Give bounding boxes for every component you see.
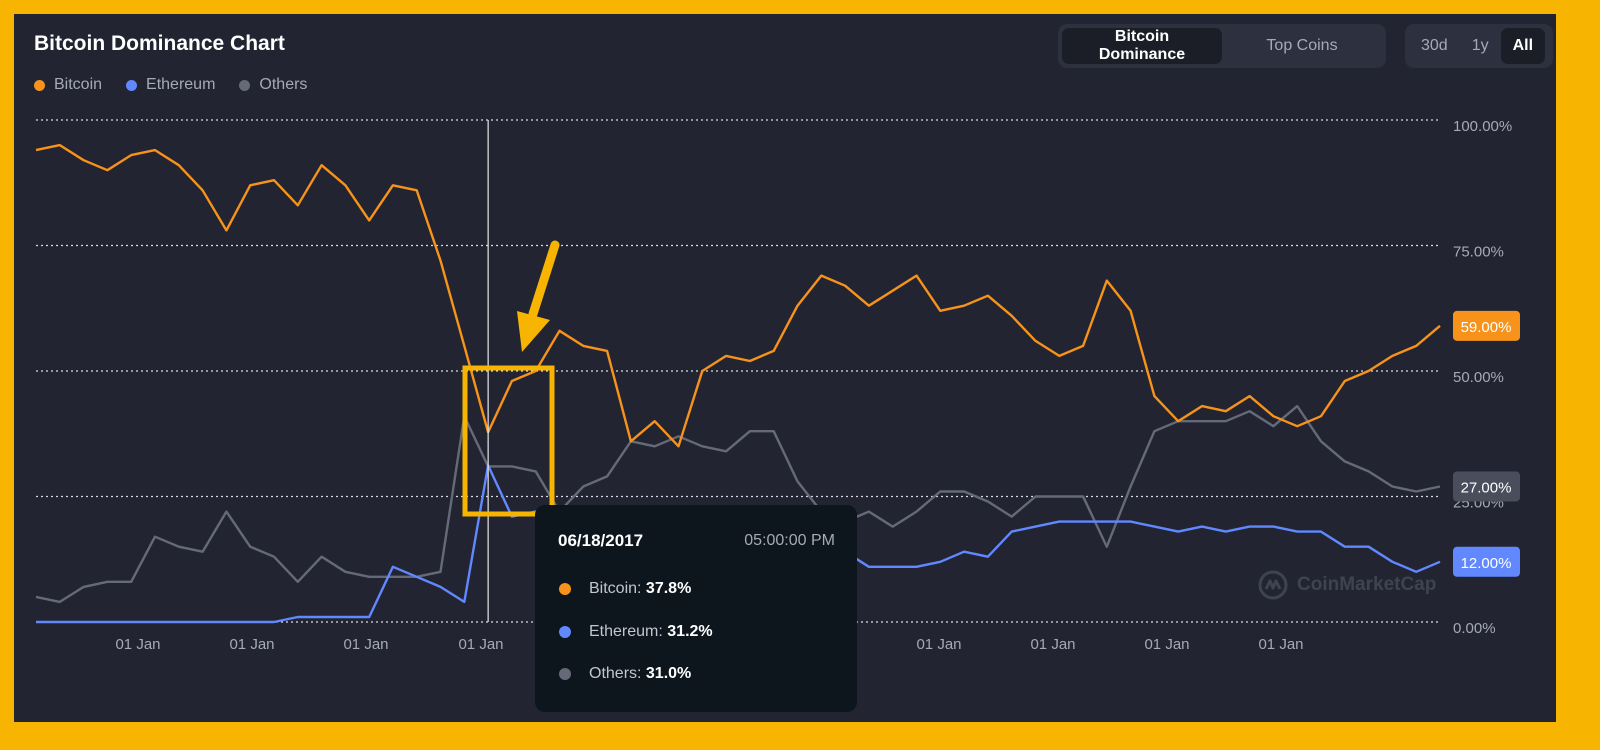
legend-dot-bitcoin — [34, 79, 45, 91]
x-tick-label: 01 Jan — [1258, 636, 1303, 653]
tab-top-coins[interactable]: Top Coins — [1222, 28, 1382, 64]
legend-label-ethereum: Ethereum — [146, 76, 216, 93]
legend-item-others[interactable]: Others — [239, 76, 307, 94]
coinmarketcap-logo-icon — [1258, 570, 1288, 600]
current-value-label: 27.00% — [1461, 479, 1512, 496]
time-range-toggle: 30d 1y All — [1405, 24, 1553, 68]
y-tick-label: 0.00% — [1453, 620, 1496, 637]
legend-item-bitcoin[interactable]: Bitcoin — [34, 76, 102, 94]
annotation-arrow-head — [517, 311, 550, 352]
y-tick-label: 50.00% — [1453, 369, 1504, 386]
x-tick-label: 01 Jan — [1030, 636, 1075, 653]
tooltip-dot-bitcoin — [559, 583, 571, 595]
annotation-arrow-shaft — [528, 240, 560, 319]
tooltip-row-ethereum: Ethereum: 31.2% — [559, 623, 713, 641]
y-tick-label: 75.00% — [1453, 244, 1504, 261]
x-tick-label: 01 Jan — [229, 636, 274, 653]
tooltip-dot-ethereum — [559, 626, 571, 638]
x-tick-label: 01 Jan — [343, 636, 388, 653]
current-value-badge — [1453, 310, 1520, 341]
legend-label-bitcoin: Bitcoin — [54, 76, 103, 93]
legend-item-ethereum[interactable]: Ethereum — [126, 76, 215, 94]
legend-label-others: Others — [259, 76, 308, 93]
chart-legend: Bitcoin Ethereum Others — [34, 76, 307, 94]
x-tick-label: 01 Jan — [916, 636, 961, 653]
tooltip-label-bitcoin: Bitcoin — [589, 580, 638, 597]
coinmarketcap-watermark: CoinMarketCap — [1257, 569, 1436, 601]
series-line-others — [35, 404, 1441, 604]
tab-bitcoin-dominance[interactable]: Bitcoin Dominance — [1062, 28, 1222, 64]
chart-type-toggle: Bitcoin Dominance Top Coins — [1058, 24, 1386, 68]
tooltip-value-bitcoin: 37.8% — [645, 580, 692, 597]
current-value-label: 59.00% — [1461, 319, 1512, 336]
watermark-text: CoinMarketCap — [1297, 574, 1437, 595]
x-tick-label: 01 Jan — [1144, 636, 1189, 653]
tooltip-time: 05:00:00 PM — [744, 532, 835, 549]
tooltip-value-others: 31.0% — [645, 665, 692, 682]
current-value-badge — [1453, 471, 1520, 502]
tooltip-value-ethereum: 31.2% — [667, 623, 713, 640]
legend-dot-ethereum — [126, 79, 138, 91]
x-tick-label: 01 Jan — [115, 636, 160, 653]
tooltip-date: 06/18/2017 — [558, 531, 644, 550]
tooltip-row-others: Others: 31.0% — [559, 665, 691, 683]
series-line-bitcoin — [35, 143, 1441, 448]
dominance-chart[interactable]: 0.00%25.00%50.00%75.00%100.00%01 Jan 01 J… — [14, 14, 1556, 722]
y-tick-label: 100.00% — [1453, 118, 1512, 135]
tooltip-label-ethereum: Ethereum — [589, 623, 659, 640]
current-value-badge — [1453, 546, 1520, 577]
chart-title: Bitcoin Dominance Chart — [34, 32, 285, 55]
range-1y-button[interactable]: 1y — [1460, 28, 1501, 64]
tooltip-dot-others — [559, 668, 571, 680]
legend-dot-others — [239, 79, 251, 91]
range-30d-button[interactable]: 30d — [1409, 28, 1460, 64]
chart-panel: 0.00% 25.00% 50.00% 75.00% 100.00% 01 Jan 01 J… — [14, 14, 1556, 722]
current-value-label: 12.00% — [1461, 555, 1512, 572]
tooltip-row-bitcoin: Bitcoin: 37.8% — [559, 580, 691, 598]
range-all-button[interactable]: All — [1500, 28, 1546, 64]
x-tick-label: 01 Jan — [458, 636, 503, 653]
tooltip-label-others: Others — [589, 665, 638, 682]
hover-tooltip: 06/18/2017 05:00:00 PM Bitcoin: 37.8% Et… — [535, 505, 857, 712]
highlight-box — [462, 365, 555, 517]
